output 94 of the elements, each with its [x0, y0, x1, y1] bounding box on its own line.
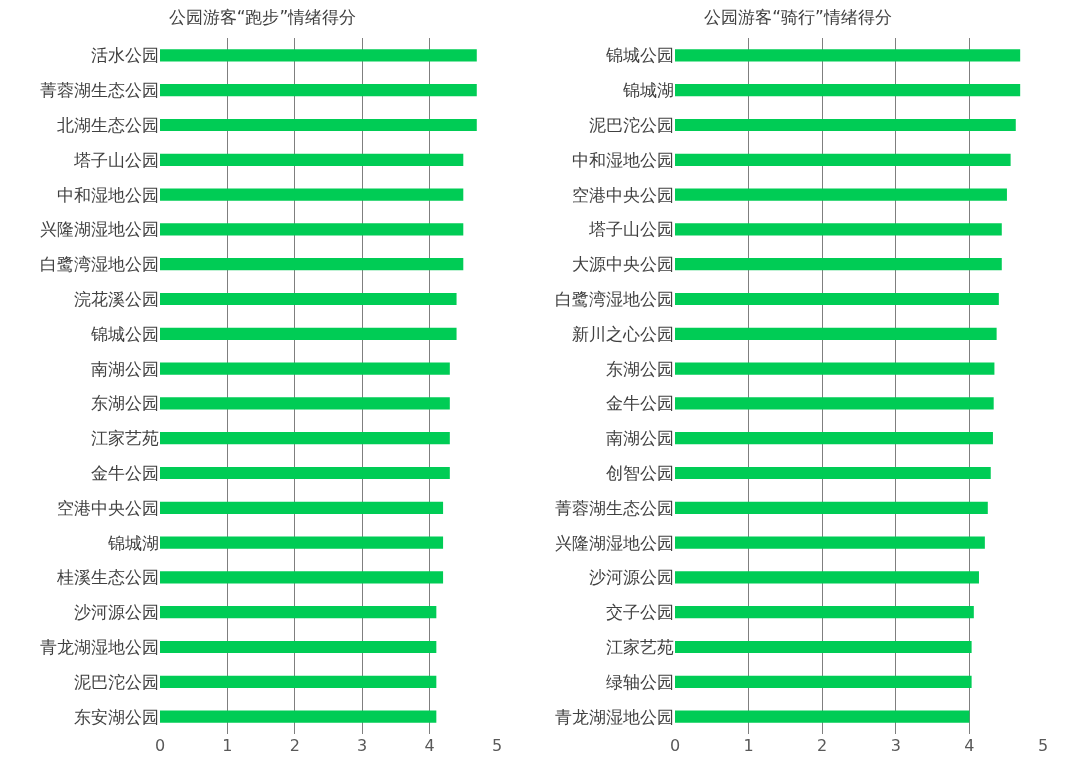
- y-tick-label: 桂溪生态公园: [56, 567, 159, 588]
- y-tick-label: 锦城公园: [605, 45, 674, 66]
- y-tick-label: 东安湖公园: [74, 706, 159, 727]
- y-tick-label: 锦城湖: [107, 532, 159, 553]
- y-tick-label: 空港中央公园: [57, 497, 159, 518]
- y-tick-label: 中和湿地公园: [572, 149, 674, 170]
- y-tick-label: 塔子山公园: [73, 149, 159, 170]
- bar: [675, 84, 1021, 97]
- y-tick-label: 沙河源公园: [589, 567, 674, 588]
- y-tick-label: 金牛公园: [91, 462, 159, 483]
- y-tick-label: 白鹭湾湿地公园: [555, 288, 674, 309]
- y-tick-label: 绿轴公园: [606, 671, 674, 692]
- bar: [160, 606, 437, 619]
- y-tick-label: 锦城湖: [622, 80, 674, 101]
- y-tick-label: 泥巴沱公园: [74, 671, 159, 692]
- x-tick-label: 2: [289, 736, 300, 755]
- y-tick-label: 青龙湖湿地公园: [40, 636, 159, 657]
- y-tick-label: 活水公园: [91, 45, 159, 66]
- bar: [160, 188, 464, 201]
- bar: [675, 362, 995, 375]
- bar: [675, 397, 994, 410]
- y-tick-label: 中和湿地公园: [57, 184, 159, 205]
- bar: [160, 640, 437, 654]
- bar: [675, 675, 972, 688]
- y-tick-label: 青龙湖湿地公园: [555, 706, 674, 727]
- y-tick-label: 白鹭湾湿地公园: [40, 254, 159, 275]
- y-tick-label: 塔子山公园: [588, 219, 674, 240]
- bar: [675, 118, 1016, 132]
- x-tick-label: 1: [222, 736, 233, 755]
- y-tick-label: 金牛公园: [606, 393, 674, 414]
- bar: [160, 84, 477, 97]
- y-tick-label: 创智公园: [606, 462, 674, 483]
- bar: [160, 466, 450, 480]
- bar: [160, 397, 450, 410]
- y-tick-label: 浣花溪公园: [74, 288, 159, 309]
- x-tick-label: 2: [817, 736, 828, 755]
- bar: [160, 675, 437, 688]
- bar: [675, 710, 970, 723]
- y-tick-label: 交子公园: [606, 602, 674, 623]
- bar: [160, 223, 464, 236]
- bar: [675, 640, 972, 654]
- x-tick-label: 4: [424, 736, 435, 755]
- y-tick-label: 南湖公园: [91, 358, 159, 379]
- bar: [675, 188, 1007, 201]
- y-tick-label: 空港中央公园: [572, 184, 674, 205]
- x-tick-label: 4: [964, 736, 975, 755]
- bar: [675, 501, 988, 514]
- y-tick-label: 东湖公园: [91, 393, 159, 414]
- bar: [160, 362, 450, 375]
- y-tick-label: 菁蓉湖生态公园: [555, 497, 674, 518]
- bar: [160, 49, 477, 62]
- bar: [675, 49, 1021, 62]
- y-tick-label: 江家艺苑: [606, 636, 674, 657]
- bar: [160, 258, 464, 271]
- bar: [675, 292, 999, 306]
- y-tick-label: 兴隆湖湿地公园: [555, 532, 674, 553]
- bar: [160, 153, 464, 166]
- chart-title: 公园游客“跑步”情绪得分: [168, 7, 357, 28]
- bar: [675, 571, 979, 584]
- y-tick-label: 沙河源公园: [74, 602, 159, 623]
- y-tick-label: 南湖公园: [606, 428, 674, 449]
- x-tick-label: 5: [1037, 736, 1049, 755]
- y-tick-label: 泥巴沱公园: [589, 114, 674, 135]
- bar: [160, 536, 444, 549]
- y-tick-label: 菁蓉湖生态公园: [40, 80, 159, 101]
- y-tick-label: 锦城公园: [90, 323, 159, 344]
- bar: [160, 292, 457, 306]
- bar: [675, 223, 1002, 236]
- bar: [160, 710, 437, 723]
- bar: [675, 536, 985, 549]
- y-tick-label: 江家艺苑: [91, 428, 159, 449]
- bar: [160, 327, 457, 340]
- x-tick-label: 3: [357, 736, 368, 755]
- bar: [160, 118, 477, 132]
- bar: [160, 571, 444, 584]
- x-tick-label: 3: [890, 736, 901, 755]
- y-tick-label: 兴隆湖湿地公园: [40, 219, 159, 240]
- bar: [675, 153, 1011, 166]
- bar: [675, 258, 1002, 271]
- x-tick-label: 0: [669, 736, 681, 755]
- bar: [160, 501, 444, 514]
- y-tick-label: 北湖生态公园: [57, 114, 159, 135]
- y-tick-label: 新川之心公园: [572, 323, 674, 344]
- y-tick-label: 大源中央公园: [572, 254, 674, 275]
- x-tick-label: 0: [154, 736, 166, 755]
- y-tick-label: 东湖公园: [606, 358, 674, 379]
- bar: [675, 432, 993, 445]
- bar: [675, 466, 991, 480]
- bar: [160, 432, 450, 445]
- x-tick-label: 1: [743, 736, 754, 755]
- bar: [675, 327, 997, 340]
- x-tick-label: 5: [491, 736, 503, 755]
- bar: [675, 606, 974, 619]
- chart-title: 公园游客“骑行”情绪得分: [704, 7, 892, 28]
